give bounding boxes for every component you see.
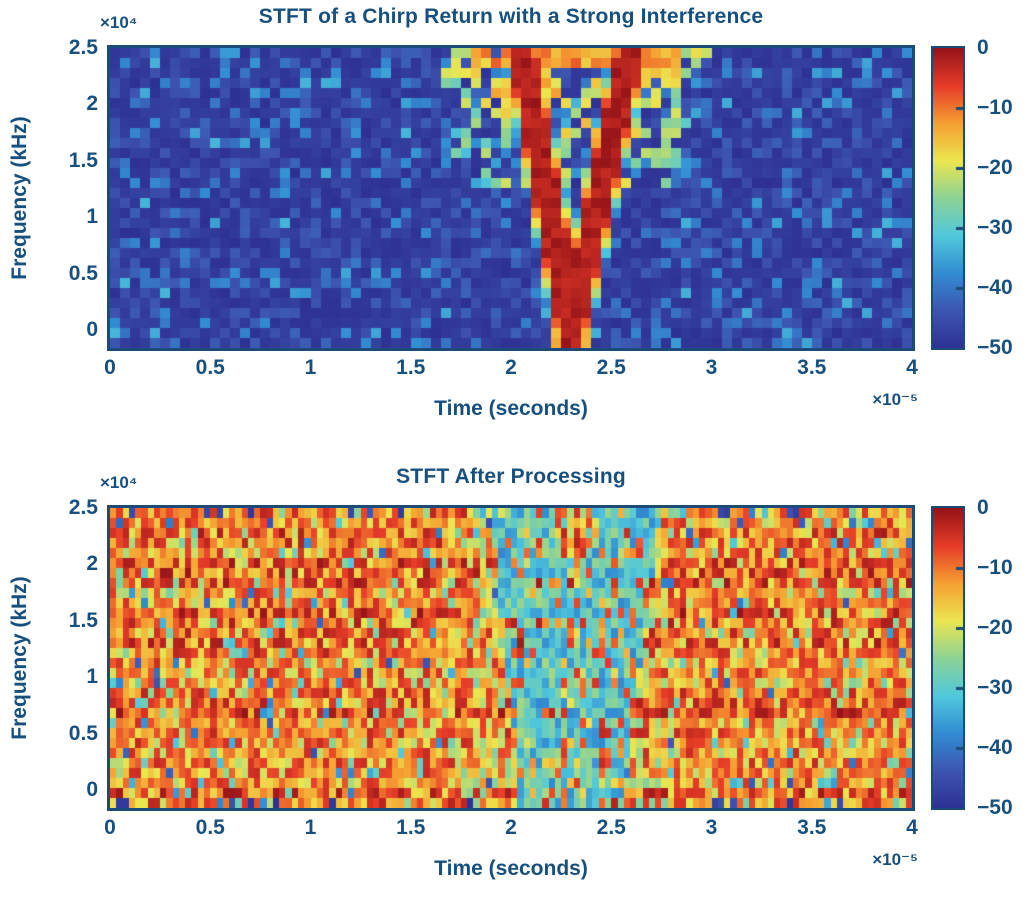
x-axis-multiplier: ×10⁻⁵: [872, 390, 918, 409]
y-tick-label: 0: [86, 778, 98, 802]
colorbar-frame: [931, 506, 965, 810]
x-tick-label: 1.5: [396, 816, 426, 839]
y-tick-label: 1.5: [68, 608, 98, 632]
chart-title: STFT of a Chirp Return with a Strong Int…: [258, 5, 764, 28]
x-tick-label: 2: [505, 816, 517, 839]
x-tick-label: 1: [304, 356, 317, 379]
y-tick-label: 2.5: [68, 36, 98, 59]
y-tick-label: 0.5: [68, 261, 98, 285]
x-tick-label: 0.5: [195, 356, 225, 379]
spectrogram-canvas: [110, 508, 912, 808]
plot-frame: [107, 45, 915, 351]
colorbar-tick-label: −20: [977, 156, 1013, 179]
y-axis-multiplier: ×10⁴: [100, 473, 138, 492]
x-tick-label: 3.5: [797, 356, 827, 379]
x-tick-label: 0: [104, 816, 116, 839]
y-axis-label: Frequency (kHz): [8, 576, 31, 740]
colorbar-tick-label: 0: [977, 496, 989, 519]
y-axis-label: Frequency (kHz): [8, 116, 31, 280]
x-tick-label: 0.5: [195, 816, 225, 839]
y-tick-label: 0: [86, 318, 98, 342]
x-tick-label: 2.5: [596, 816, 626, 839]
colorbar-tick-label: −30: [977, 216, 1013, 239]
colorbar-tick-label: −50: [977, 336, 1013, 359]
plot-frame: [107, 505, 915, 811]
y-axis-multiplier: ×10⁴: [100, 13, 138, 32]
colorbar-tick-label: −20: [977, 616, 1013, 639]
colorbar-tick-label: −10: [977, 96, 1013, 119]
colorbar: [933, 508, 963, 808]
x-tick-label: 3: [705, 816, 718, 839]
y-tick-label: 1: [86, 205, 98, 229]
x-axis-label: Time (seconds): [434, 397, 588, 420]
x-tick-label: 3.5: [797, 816, 827, 839]
colorbar-tick-label: 0: [977, 36, 989, 59]
y-tick-label: 2: [86, 552, 98, 576]
spectrogram-canvas: [110, 48, 912, 348]
x-tick-label: 0: [104, 356, 116, 379]
y-tick-label: 2.5: [68, 496, 98, 519]
bottom-chart-panel: STFT After Processing ×10⁴ Frequency (kH…: [0, 460, 1036, 899]
x-axis-label: Time (seconds): [434, 857, 588, 880]
x-tick-label: 2.5: [596, 356, 626, 379]
x-tick-label: 1: [304, 816, 317, 839]
colorbar-frame: [931, 46, 965, 350]
colorbar-tick-label: −10: [977, 556, 1013, 579]
y-tick-label: 1.5: [68, 148, 98, 172]
y-tick-label: 2: [86, 92, 98, 116]
colorbar-tick-label: −30: [977, 676, 1013, 699]
colorbar-tick-label: −40: [977, 276, 1013, 299]
colorbar: [933, 48, 963, 348]
colorbar-tick-label: −50: [977, 796, 1013, 819]
colorbar-tick-label: −40: [977, 736, 1013, 759]
chart-title: STFT After Processing: [396, 465, 626, 488]
x-axis-multiplier: ×10⁻⁵: [872, 850, 918, 869]
x-tick-label: 1.5: [396, 356, 426, 379]
y-tick-label: 0.5: [68, 721, 98, 745]
x-tick-label: 2: [505, 356, 517, 379]
top-chart-panel: STFT of a Chirp Return with a Strong Int…: [0, 0, 1036, 439]
y-tick-label: 1: [86, 665, 98, 689]
x-tick-label: 4: [906, 356, 918, 379]
x-tick-label: 3: [705, 356, 718, 379]
x-tick-label: 4: [906, 816, 918, 839]
